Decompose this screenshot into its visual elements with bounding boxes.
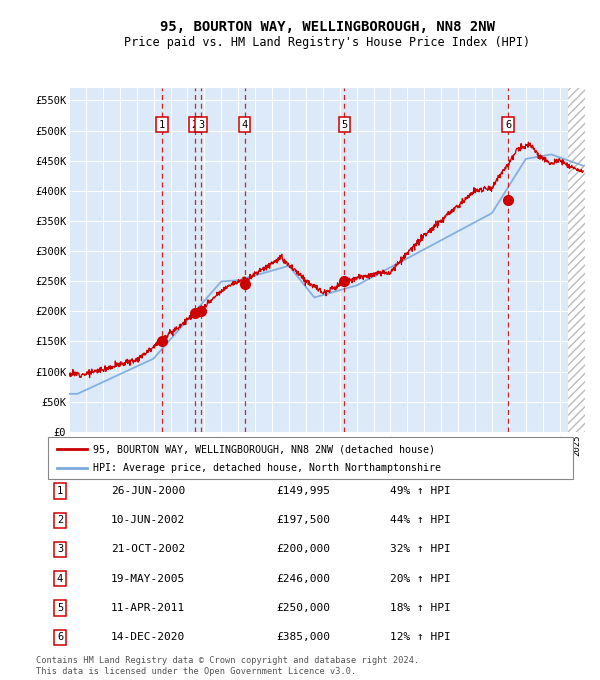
Text: 5: 5 [57,603,63,613]
Text: £197,500: £197,500 [276,515,330,525]
Text: 10-JUN-2002: 10-JUN-2002 [111,515,185,525]
Text: HPI: Average price, detached house, North Northamptonshire: HPI: Average price, detached house, Nort… [93,462,441,473]
Text: 95, BOURTON WAY, WELLINGBOROUGH, NN8 2NW: 95, BOURTON WAY, WELLINGBOROUGH, NN8 2NW [160,20,494,34]
Text: £250,000: £250,000 [276,603,330,613]
Text: 6: 6 [57,632,63,642]
Text: 4: 4 [241,120,248,130]
Text: 49% ↑ HPI: 49% ↑ HPI [390,486,451,496]
Text: Contains HM Land Registry data © Crown copyright and database right 2024.: Contains HM Land Registry data © Crown c… [36,656,419,666]
Text: 2: 2 [192,120,198,130]
Text: £246,000: £246,000 [276,574,330,583]
Text: 6: 6 [505,120,511,130]
Text: 32% ↑ HPI: 32% ↑ HPI [390,545,451,554]
Text: 11-APR-2011: 11-APR-2011 [111,603,185,613]
Text: £149,995: £149,995 [276,486,330,496]
Text: 1: 1 [158,120,165,130]
Text: £200,000: £200,000 [276,545,330,554]
Text: 44% ↑ HPI: 44% ↑ HPI [390,515,451,525]
Text: 4: 4 [57,574,63,583]
Text: 21-OCT-2002: 21-OCT-2002 [111,545,185,554]
Text: 12% ↑ HPI: 12% ↑ HPI [390,632,451,642]
Text: 2: 2 [57,515,63,525]
Text: 26-JUN-2000: 26-JUN-2000 [111,486,185,496]
Text: 3: 3 [198,120,204,130]
Text: This data is licensed under the Open Government Licence v3.0.: This data is licensed under the Open Gov… [36,666,356,676]
Text: 19-MAY-2005: 19-MAY-2005 [111,574,185,583]
Text: 1: 1 [57,486,63,496]
Text: 5: 5 [341,120,347,130]
Text: 95, BOURTON WAY, WELLINGBOROUGH, NN8 2NW (detached house): 95, BOURTON WAY, WELLINGBOROUGH, NN8 2NW… [93,444,435,454]
Text: Price paid vs. HM Land Registry's House Price Index (HPI): Price paid vs. HM Land Registry's House … [124,36,530,50]
Bar [568,88,585,432]
Text: £385,000: £385,000 [276,632,330,642]
Text: 14-DEC-2020: 14-DEC-2020 [111,632,185,642]
Text: 20% ↑ HPI: 20% ↑ HPI [390,574,451,583]
Text: 3: 3 [57,545,63,554]
Text: 18% ↑ HPI: 18% ↑ HPI [390,603,451,613]
